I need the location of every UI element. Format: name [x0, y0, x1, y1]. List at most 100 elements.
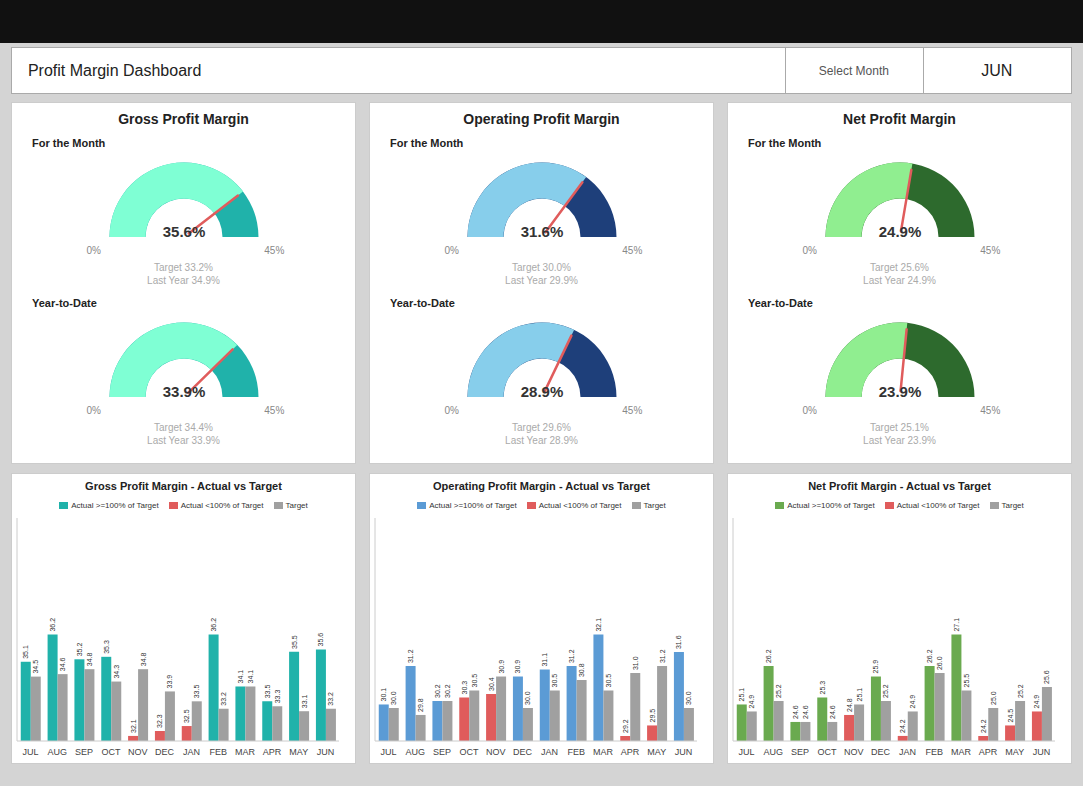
svg-text:35.6%: 35.6%: [162, 223, 205, 240]
svg-text:25.1: 25.1: [856, 688, 863, 702]
svg-text:SEP: SEP: [791, 747, 809, 757]
svg-text:30.8: 30.8: [578, 663, 585, 677]
svg-text:45%: 45%: [264, 245, 284, 256]
svg-text:30.5: 30.5: [605, 674, 612, 688]
svg-text:30.0: 30.0: [685, 691, 692, 705]
svg-text:25.5: 25.5: [963, 674, 970, 688]
svg-text:MAY: MAY: [1005, 747, 1024, 757]
svg-text:45%: 45%: [622, 405, 642, 416]
svg-text:30.0: 30.0: [524, 691, 531, 705]
svg-text:31.2: 31.2: [568, 649, 575, 663]
svg-text:45%: 45%: [980, 245, 1000, 256]
svg-text:25.3: 25.3: [819, 681, 826, 695]
svg-text:APR: APR: [263, 747, 282, 757]
svg-text:24.9%: 24.9%: [878, 223, 921, 240]
svg-text:OCT: OCT: [459, 747, 479, 757]
svg-text:30.9: 30.9: [498, 660, 505, 674]
svg-text:NOV: NOV: [128, 747, 148, 757]
svg-text:31.2: 31.2: [407, 649, 414, 663]
svg-text:0%: 0%: [444, 245, 459, 256]
svg-text:32.3: 32.3: [156, 714, 163, 728]
svg-text:25.0: 25.0: [990, 691, 997, 705]
svg-text:29.2: 29.2: [622, 719, 629, 733]
svg-text:FEB: FEB: [209, 747, 227, 757]
svg-text:30.4: 30.4: [488, 677, 495, 691]
svg-text:30.5: 30.5: [471, 674, 478, 688]
svg-text:34.8: 34.8: [86, 652, 93, 666]
svg-text:APR: APR: [621, 747, 640, 757]
svg-text:30.2: 30.2: [434, 684, 441, 698]
svg-text:AUG: AUG: [763, 747, 783, 757]
svg-text:26.2: 26.2: [926, 649, 933, 663]
svg-text:45%: 45%: [264, 405, 284, 416]
svg-text:32.1: 32.1: [130, 719, 137, 733]
svg-text:33.9%: 33.9%: [162, 383, 205, 400]
svg-text:AUG: AUG: [405, 747, 425, 757]
svg-text:34.6: 34.6: [59, 657, 66, 671]
svg-text:24.2: 24.2: [899, 719, 906, 733]
svg-text:33.2: 33.2: [327, 692, 334, 706]
svg-text:32.1: 32.1: [595, 618, 602, 632]
svg-text:APR: APR: [979, 747, 998, 757]
svg-text:29.8: 29.8: [417, 698, 424, 712]
svg-text:34.1: 34.1: [237, 670, 244, 684]
svg-text:29.5: 29.5: [649, 709, 656, 723]
svg-text:MAR: MAR: [235, 747, 256, 757]
svg-text:JUL: JUL: [22, 747, 38, 757]
svg-text:0%: 0%: [802, 245, 817, 256]
svg-text:34.3: 34.3: [113, 665, 120, 679]
svg-text:31.6: 31.6: [675, 635, 682, 649]
svg-text:24.6: 24.6: [802, 705, 809, 719]
svg-text:34.8: 34.8: [140, 652, 147, 666]
svg-text:30.0: 30.0: [390, 691, 397, 705]
svg-text:MAY: MAY: [647, 747, 666, 757]
svg-text:45%: 45%: [622, 245, 642, 256]
svg-text:DEC: DEC: [513, 747, 533, 757]
svg-text:33.2: 33.2: [220, 692, 227, 706]
svg-text:27.1: 27.1: [953, 618, 960, 632]
svg-text:35.6: 35.6: [317, 633, 324, 647]
svg-text:MAR: MAR: [593, 747, 614, 757]
svg-text:24.8: 24.8: [846, 698, 853, 712]
svg-text:31.0: 31.0: [632, 656, 639, 670]
svg-text:35.1: 35.1: [22, 645, 29, 659]
svg-text:24.5: 24.5: [1007, 709, 1014, 723]
svg-text:DEC: DEC: [871, 747, 891, 757]
svg-text:32.5: 32.5: [183, 709, 190, 723]
svg-text:36.2: 36.2: [210, 618, 217, 632]
svg-text:JAN: JAN: [541, 747, 558, 757]
svg-text:24.9: 24.9: [748, 695, 755, 709]
svg-text:28.9%: 28.9%: [520, 383, 563, 400]
svg-text:24.9: 24.9: [909, 695, 916, 709]
svg-text:35.5: 35.5: [291, 635, 298, 649]
svg-text:25.2: 25.2: [882, 684, 889, 698]
svg-text:35.3: 35.3: [103, 640, 110, 654]
svg-text:JUN: JUN: [317, 747, 335, 757]
svg-text:34.1: 34.1: [247, 670, 254, 684]
svg-text:35.2: 35.2: [76, 643, 83, 657]
svg-text:31.2: 31.2: [659, 649, 666, 663]
svg-text:24.6: 24.6: [829, 705, 836, 719]
svg-text:0%: 0%: [444, 405, 459, 416]
svg-text:JUN: JUN: [1033, 747, 1051, 757]
svg-text:33.5: 33.5: [193, 685, 200, 699]
svg-text:JUL: JUL: [738, 747, 754, 757]
svg-text:33.3: 33.3: [274, 690, 281, 704]
svg-text:26.0: 26.0: [936, 656, 943, 670]
svg-text:33.5: 33.5: [264, 685, 271, 699]
svg-text:NOV: NOV: [844, 747, 864, 757]
svg-text:30.2: 30.2: [444, 684, 451, 698]
svg-text:OCT: OCT: [817, 747, 837, 757]
svg-text:30.3: 30.3: [461, 681, 468, 695]
svg-text:31.6%: 31.6%: [520, 223, 563, 240]
svg-text:24.2: 24.2: [980, 719, 987, 733]
svg-text:45%: 45%: [980, 405, 1000, 416]
svg-text:JAN: JAN: [899, 747, 916, 757]
svg-text:25.6: 25.6: [1043, 670, 1050, 684]
svg-text:OCT: OCT: [101, 747, 121, 757]
svg-text:0%: 0%: [86, 405, 101, 416]
svg-text:FEB: FEB: [567, 747, 585, 757]
svg-text:33.1: 33.1: [301, 694, 308, 708]
svg-text:NOV: NOV: [486, 747, 506, 757]
svg-text:25.9: 25.9: [872, 660, 879, 674]
